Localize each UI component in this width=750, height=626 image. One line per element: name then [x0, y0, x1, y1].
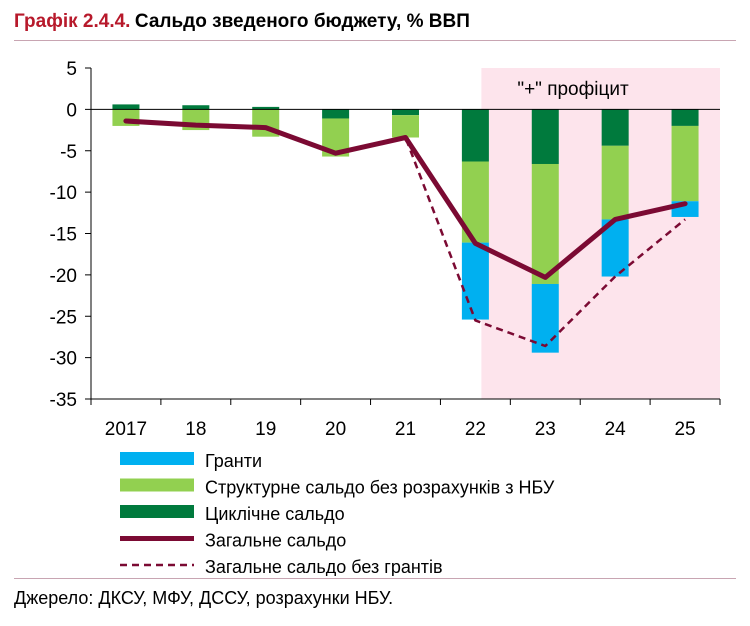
y-tick-label: -10 [50, 183, 77, 204]
x-tick-label: 19 [255, 419, 276, 440]
bar-segment [531, 109, 559, 164]
bar-segment [461, 109, 489, 162]
y-tick-label: 0 [66, 100, 77, 121]
legend-label: Гранти [205, 451, 262, 471]
y-tick-label: -15 [50, 225, 77, 246]
bar-segment [531, 283, 559, 353]
chart-canvas: "+" профіцит 5 0 -5 -10 -15 -20 -25 -30 -35 2017 18… [50, 59, 721, 576]
y-tick-label: 5 [66, 59, 77, 80]
x-tick-label: 2017 [105, 419, 147, 440]
x-tick-label: 18 [185, 419, 206, 440]
bar-segment [601, 145, 629, 220]
bar-segment [112, 104, 140, 110]
source-note: Джерело: ДКСУ, МФУ, ДССУ, розрахунки НБУ… [14, 578, 736, 609]
y-tick-label: -25 [50, 307, 77, 328]
legend-swatch [120, 478, 194, 492]
legend-swatch [120, 452, 194, 465]
bar-segment [531, 163, 559, 284]
y-tick-label: -30 [50, 349, 77, 370]
chart-title: Графік 2.4.4. Сальдо зведеного бюджету, … [14, 11, 470, 33]
y-tick-label: -5 [60, 142, 77, 163]
bar-segment [671, 109, 699, 126]
x-tick-label: 21 [395, 419, 416, 440]
legend-label: Загальне сальдо без грантів [205, 557, 443, 576]
legend-label: Структурне сальдо без розрахунків з НБУ [205, 478, 555, 498]
bar-segment [461, 242, 489, 320]
legend-label: Загальне сальдо [205, 531, 346, 551]
figure-title: Сальдо зведеного бюджету, % ВВП [134, 11, 470, 32]
bar-segment [182, 105, 210, 110]
profit-region-label: "+" профіцит [517, 79, 629, 100]
bar-segment [392, 109, 419, 116]
y-tick-label: -20 [50, 266, 77, 287]
figure-number: Графік 2.4.4. [14, 11, 131, 32]
x-tick-label: 25 [674, 419, 695, 440]
x-tick-label: 24 [605, 419, 627, 440]
bar-segment [252, 106, 280, 110]
x-tick-label: 22 [465, 419, 486, 440]
source-text: Джерело: ДКСУ, МФУ, ДССУ, розрахунки НБУ… [14, 588, 394, 608]
x-tick-label: 20 [325, 419, 346, 440]
bar-segment [322, 109, 350, 119]
legend-swatch [120, 505, 194, 518]
y-tick-label: -35 [50, 390, 77, 411]
bar-segment [671, 125, 699, 202]
bar-segment [392, 115, 419, 138]
bar-segment [601, 109, 629, 146]
chart-header: Графік 2.4.4. Сальдо зведеного бюджету, … [14, 8, 736, 41]
x-tick-label: 23 [535, 419, 556, 440]
legend-label: Циклічне сальдо [205, 504, 345, 524]
total-balance-line [123, 118, 688, 280]
